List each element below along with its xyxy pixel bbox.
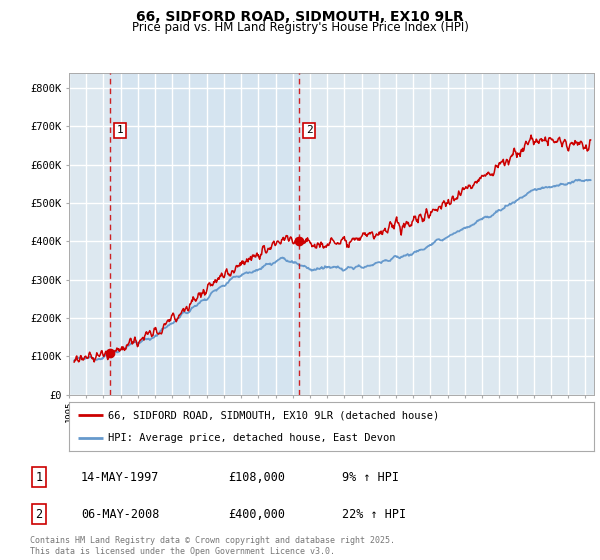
Bar — [110, 73, 299, 395]
Text: 06-MAY-2008: 06-MAY-2008 — [81, 507, 160, 521]
Text: £108,000: £108,000 — [228, 470, 285, 484]
Text: 1: 1 — [35, 470, 43, 484]
Text: 1: 1 — [116, 125, 124, 136]
Text: £400,000: £400,000 — [228, 507, 285, 521]
Text: 9% ↑ HPI: 9% ↑ HPI — [342, 470, 399, 484]
Text: 14-MAY-1997: 14-MAY-1997 — [81, 470, 160, 484]
Text: HPI: Average price, detached house, East Devon: HPI: Average price, detached house, East… — [109, 433, 396, 443]
Text: 22% ↑ HPI: 22% ↑ HPI — [342, 507, 406, 521]
Text: 2: 2 — [305, 125, 313, 136]
Text: 66, SIDFORD ROAD, SIDMOUTH, EX10 9LR: 66, SIDFORD ROAD, SIDMOUTH, EX10 9LR — [136, 10, 464, 24]
Text: Contains HM Land Registry data © Crown copyright and database right 2025.
This d: Contains HM Land Registry data © Crown c… — [30, 536, 395, 556]
Text: 66, SIDFORD ROAD, SIDMOUTH, EX10 9LR (detached house): 66, SIDFORD ROAD, SIDMOUTH, EX10 9LR (de… — [109, 410, 440, 421]
Text: 2: 2 — [35, 507, 43, 521]
Text: Price paid vs. HM Land Registry's House Price Index (HPI): Price paid vs. HM Land Registry's House … — [131, 21, 469, 34]
